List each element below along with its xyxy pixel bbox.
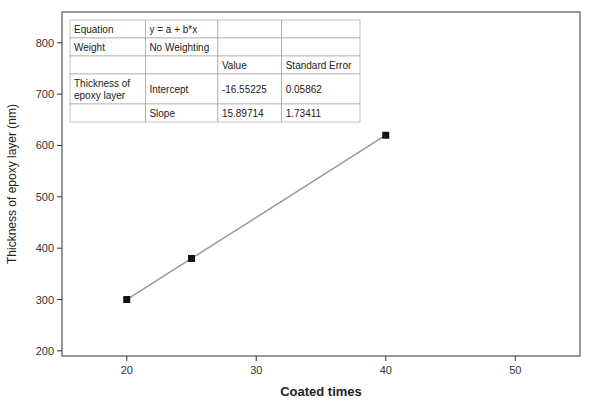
table-cell	[282, 104, 360, 122]
table-cell	[70, 38, 145, 56]
x-tick-label: 50	[509, 364, 521, 376]
table-text: No Weighting	[149, 42, 209, 53]
table-cell	[145, 56, 218, 74]
y-axis-label: Thickness of epoxy layer (nm)	[5, 104, 19, 264]
chart: 20 30 40 50 200 300 400 500 600 700 800 Coated time…	[0, 0, 595, 404]
x-tick	[385, 356, 386, 361]
table-cell	[70, 104, 145, 122]
table-text: Weight	[74, 42, 105, 53]
table-cell	[145, 74, 218, 104]
x-tick	[256, 356, 257, 361]
plot-area	[123, 132, 389, 303]
table-cell	[218, 38, 282, 56]
table-cell	[282, 38, 360, 56]
table-text: Thickness ofepoxy layer	[74, 78, 130, 101]
table-cell	[218, 20, 282, 38]
data-point	[123, 296, 130, 303]
x-tick-label: 20	[121, 364, 133, 376]
x-tick	[126, 356, 127, 361]
table-cell	[218, 104, 282, 122]
x-tick	[515, 356, 516, 361]
y-tick	[57, 196, 62, 197]
table-cell	[145, 20, 218, 38]
table-text: 15.89714	[222, 108, 264, 119]
table-text: 0.05862	[286, 84, 323, 95]
table-cell	[282, 74, 360, 104]
table-cell	[282, 20, 360, 38]
x-axis-label: Coated times	[280, 384, 362, 399]
data-line	[127, 135, 386, 299]
table-text: Standard Error	[286, 60, 352, 71]
table-cell	[70, 20, 145, 38]
table-cell	[218, 56, 282, 74]
y-tick	[57, 299, 62, 300]
y-tick	[57, 94, 62, 95]
y-tick	[57, 350, 62, 351]
y-tick	[57, 248, 62, 249]
x-tick-label: 30	[250, 364, 262, 376]
y-tick-label: 400	[36, 242, 54, 254]
table-cell	[145, 104, 218, 122]
y-tick	[57, 42, 62, 43]
table-cell	[145, 38, 218, 56]
x-tick-label: 40	[380, 364, 392, 376]
table-text: Value	[222, 60, 247, 71]
plot-frame	[62, 12, 580, 356]
table-cell	[70, 74, 145, 104]
table-text: y = a + b*x	[149, 24, 197, 35]
y-tick-label: 600	[36, 139, 54, 151]
table-text: -16.55225	[222, 84, 267, 95]
table-cell	[282, 56, 360, 74]
y-tick-label: 700	[36, 88, 54, 100]
y-tick-label: 200	[36, 345, 54, 357]
table-cell	[218, 74, 282, 104]
y-tick-label: 500	[36, 191, 54, 203]
fit-table: Equation y = a + b*x Weight No Weighting Val…	[70, 20, 360, 122]
table-text: 1.73411	[286, 108, 322, 119]
table-text: Equation	[74, 24, 113, 35]
y-tick-label: 800	[36, 37, 54, 49]
y-tick-label: 300	[36, 294, 54, 306]
y-tick	[57, 145, 62, 146]
data-point	[188, 255, 195, 262]
table-text: Intercept	[149, 84, 188, 95]
data-point	[382, 132, 389, 139]
table-text: Slope	[149, 108, 175, 119]
table-cell	[70, 56, 145, 74]
